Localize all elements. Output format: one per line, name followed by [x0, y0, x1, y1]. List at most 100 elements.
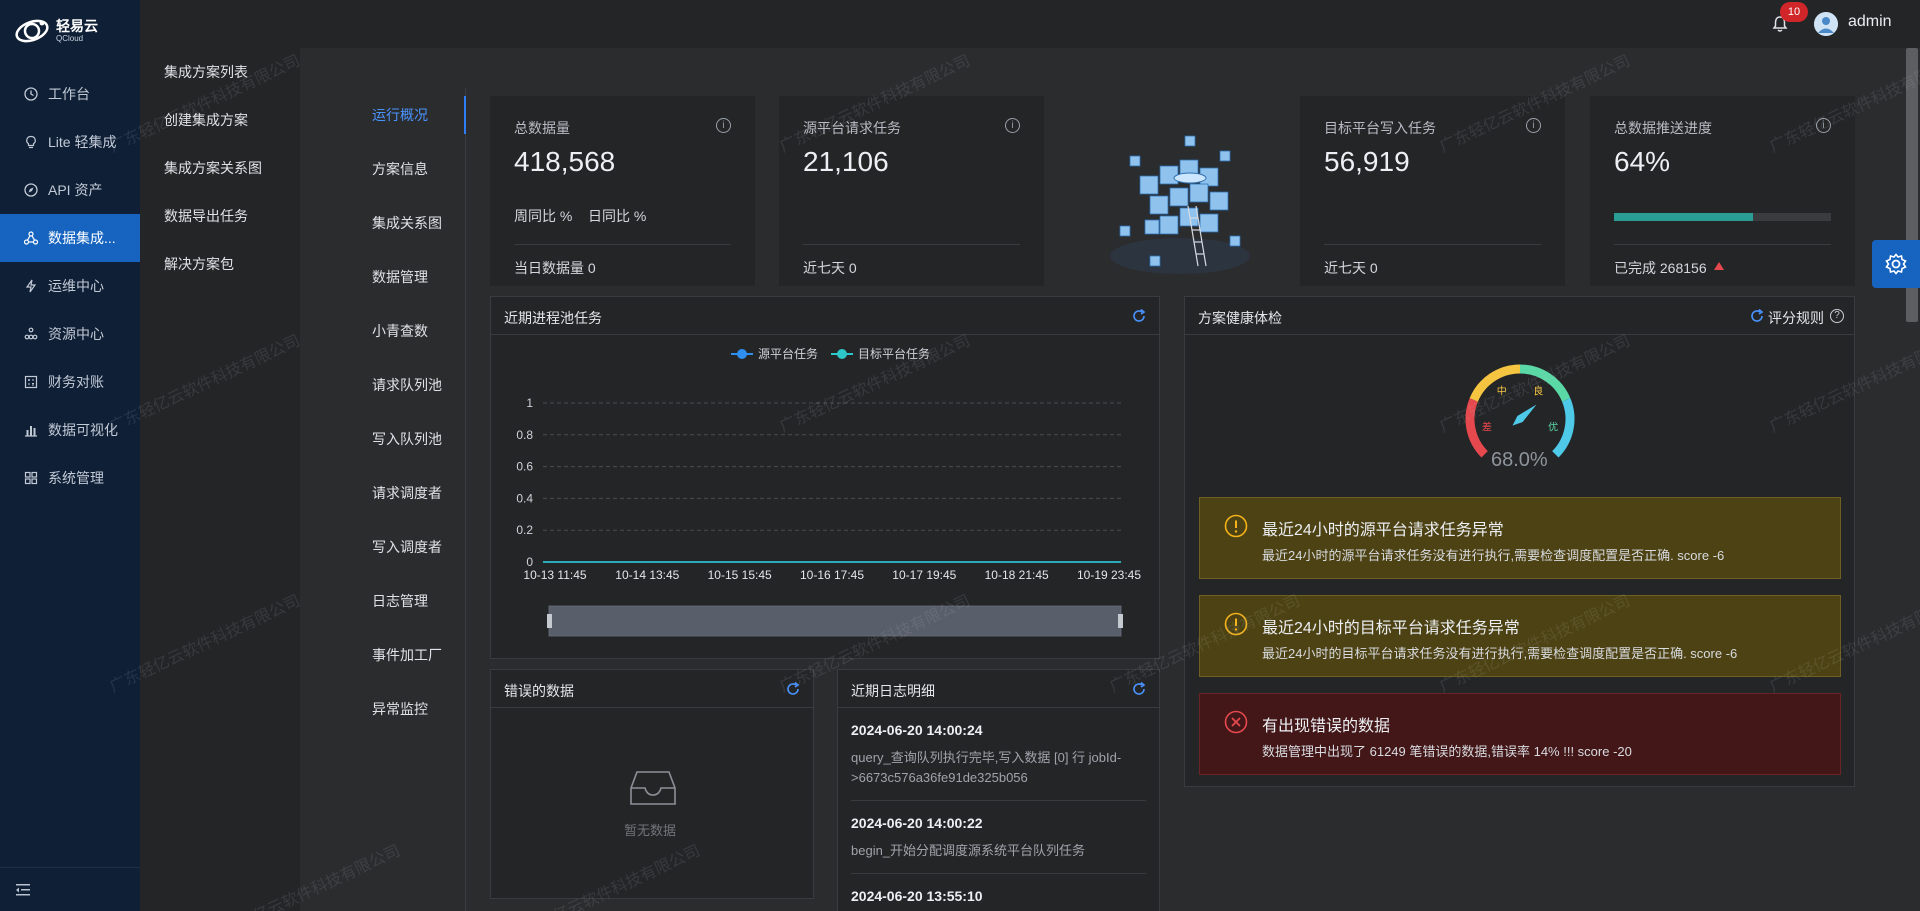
- submenu-item[interactable]: 解决方案包: [164, 256, 234, 272]
- gauge-label: 良: [1533, 384, 1543, 397]
- x-tick-label: 10-19 23:45: [1077, 568, 1141, 582]
- x-tick-label: 10-18 21:45: [985, 568, 1049, 582]
- divider: [803, 244, 1020, 245]
- refresh-icon[interactable]: [1131, 308, 1147, 324]
- info-icon[interactable]: i: [1005, 118, 1020, 133]
- y-tick-label: 0.4: [516, 491, 533, 505]
- panel-title: 近期进程池任务: [504, 310, 602, 326]
- submenu-item[interactable]: 集成方案列表: [164, 64, 248, 80]
- nav-item-3[interactable]: 数据集成...: [0, 214, 140, 262]
- stat-title: 目标平台写入任务: [1324, 120, 1436, 136]
- tab-item[interactable]: 写入队列池: [372, 431, 442, 447]
- info-icon[interactable]: i: [1816, 118, 1831, 133]
- nav-item-1[interactable]: Lite 轻集成: [0, 118, 140, 166]
- menu-fold-icon: [16, 883, 30, 895]
- y-tick-label: 0.2: [516, 523, 533, 537]
- y-tick-label: 0.6: [516, 460, 533, 474]
- clock-icon: [24, 87, 38, 101]
- process-pool-panel: 近期进程池任务 源平台任务 目标平台任务 0 0.2 0.4 0.6 0.8 1 10-13 1…: [490, 296, 1160, 659]
- nav-item-4[interactable]: 运维中心: [0, 262, 140, 310]
- y-tick-label: 0.8: [516, 428, 533, 442]
- nav-item-label: API 资产: [48, 182, 103, 198]
- gauge-label: 优: [1548, 420, 1558, 433]
- zoom-handle-right: [1118, 614, 1123, 628]
- calculator-icon: [24, 375, 38, 389]
- collapse-menu-button[interactable]: [0, 867, 140, 911]
- tab-item[interactable]: 请求队列池: [372, 377, 442, 393]
- log-text: begin_开始分配调度源系统平台队列任务: [851, 843, 1086, 858]
- avatar[interactable]: [1814, 12, 1838, 36]
- tab-item[interactable]: 方案信息: [372, 161, 428, 177]
- process-line-chart[interactable]: 源平台任务 目标平台任务 0 0.2 0.4 0.6 0.8 1 10-13 11:45 10-1…: [491, 336, 1159, 658]
- refresh-icon[interactable]: [1749, 308, 1765, 324]
- data-cubes-illustration: [1110, 135, 1250, 274]
- nav-item-label: 系统管理: [48, 470, 104, 486]
- stat-value: 21,106: [803, 146, 889, 177]
- refresh-icon[interactable]: [1131, 681, 1147, 697]
- stat-card-progress: 总数据推送进度 i 64% 已完成 268156: [1590, 96, 1855, 286]
- user-avatar-icon: [1814, 12, 1838, 36]
- help-icon[interactable]: ?: [1830, 309, 1844, 323]
- legend-label: 源平台任务: [758, 346, 818, 361]
- submenu-item[interactable]: 集成方案关系图: [164, 160, 262, 176]
- settings-float-button[interactable]: [1872, 240, 1920, 288]
- nav-item-0[interactable]: 工作台: [0, 70, 140, 118]
- empty-text: 暂无数据: [624, 823, 677, 838]
- grid-icon: [24, 471, 38, 485]
- x-tick-label: 10-13 11:45: [523, 568, 586, 582]
- nav-item-8[interactable]: 系统管理: [0, 454, 140, 502]
- score-rule-link[interactable]: 评分规则: [1768, 310, 1824, 326]
- empty-inbox-icon: [630, 771, 676, 805]
- user-name[interactable]: admin: [1848, 13, 1892, 30]
- tab-item[interactable]: 请求调度者: [372, 485, 442, 501]
- alert-title: 有出现错误的数据: [1262, 718, 1391, 735]
- stat-card-source: 源平台请求任务 i 21,106 近七天 0: [779, 96, 1044, 286]
- tab-item[interactable]: 事件加工厂: [372, 647, 442, 663]
- log-entry: 2024-06-20 14:00:24 query_查询队列执行完毕,写入数据 […: [851, 722, 1146, 801]
- tab-item[interactable]: 写入调度者: [372, 539, 442, 555]
- nav-item-5[interactable]: 资源中心: [0, 310, 140, 358]
- stat-value: 56,919: [1324, 146, 1410, 177]
- nav-item-6[interactable]: 财务对账: [0, 358, 140, 406]
- gauge-segment: [1465, 398, 1488, 458]
- refresh-icon[interactable]: [785, 681, 801, 697]
- tab-item[interactable]: 数据管理: [372, 269, 428, 285]
- log-time: 2024-06-20 14:00:24: [851, 722, 983, 738]
- nav-item-label: 数据可视化: [48, 422, 118, 438]
- nav-item-label: 数据集成...: [48, 230, 116, 246]
- tab-item[interactable]: 运行概况: [350, 88, 466, 142]
- caret-up-icon: [1714, 262, 1724, 270]
- log-time: 2024-06-20 13:55:10: [851, 888, 983, 904]
- gauge-label: 差: [1482, 420, 1492, 433]
- log-text-cont: >6673c576a36fe91de325b056: [851, 770, 1028, 785]
- nav-item-2[interactable]: API 资产: [0, 166, 140, 214]
- gauge-value: 68.0%: [1491, 449, 1548, 471]
- log-time: 2024-06-20 14:00:22: [851, 815, 983, 831]
- x-tick-label: 10-17 19:45: [892, 568, 956, 582]
- nav-item-7[interactable]: 数据可视化: [0, 406, 140, 454]
- gauge-segment: [1552, 398, 1575, 458]
- legend-marker: [737, 349, 747, 359]
- tab-item[interactable]: 集成关系图: [372, 215, 442, 231]
- gauge-needle: [1512, 404, 1537, 426]
- info-icon[interactable]: i: [1526, 118, 1541, 133]
- tab-item[interactable]: 日志管理: [372, 593, 428, 609]
- progress-track: [1614, 213, 1831, 221]
- progress-fill: [1614, 213, 1753, 221]
- y-tick-label: 0: [526, 555, 533, 569]
- tab-item[interactable]: 异常监控: [372, 701, 428, 717]
- warning-alert: 最近24小时的源平台请求任务异常 最近24小时的源平台请求任务没有进行执行,需要检…: [1199, 497, 1841, 579]
- notification-badge: 10: [1780, 2, 1808, 22]
- x-tick-label: 10-15 15:45: [708, 568, 772, 582]
- tab-item[interactable]: 小青查数: [372, 323, 428, 339]
- gear-icon: [1885, 253, 1907, 275]
- network-icon: [24, 231, 38, 245]
- logo[interactable]: 轻易云 QCloud: [14, 14, 98, 48]
- week-compare: 周同比 %: [514, 208, 573, 224]
- stat-value: 64%: [1614, 146, 1671, 177]
- gauge-label: 中: [1497, 384, 1507, 397]
- submenu-item[interactable]: 数据导出任务: [164, 208, 248, 224]
- legend-label: 目标平台任务: [858, 346, 930, 361]
- info-icon[interactable]: i: [716, 118, 731, 133]
- submenu-item[interactable]: 创建集成方案: [164, 112, 248, 128]
